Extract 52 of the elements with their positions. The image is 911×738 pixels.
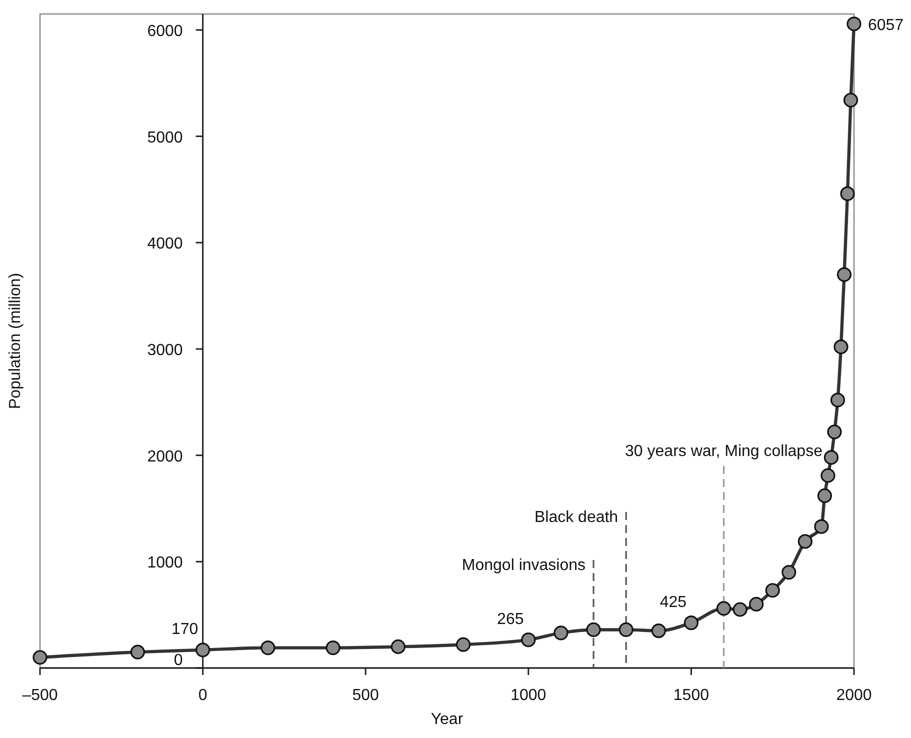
ref-line-label: Black death: [534, 509, 618, 526]
ref-line-label: Mongol invasions: [462, 557, 586, 574]
data-label: 265: [497, 610, 524, 628]
point: [521, 632, 536, 648]
point: [326, 640, 340, 656]
point: [836, 267, 852, 282]
x-axis-title: Year: [430, 711, 464, 728]
point: [260, 640, 276, 656]
y-tick-label: 1000: [147, 554, 183, 572]
point: [798, 534, 812, 549]
point: [130, 644, 145, 660]
data-label: 425: [660, 594, 687, 611]
y-tick-label: 0: [174, 652, 183, 669]
point: [651, 623, 666, 638]
point: [749, 596, 764, 612]
y-tick-label: 4000: [147, 236, 183, 253]
point: [817, 488, 832, 504]
data-label: 6057: [868, 16, 904, 34]
x-tick-label: 0: [198, 687, 208, 704]
y-tick-label: 5000: [147, 129, 183, 146]
point: [782, 564, 796, 580]
y-axis-title: Population (million): [7, 272, 24, 410]
y-tick-label: 3000: [147, 342, 183, 359]
x-tick-label: 1000: [510, 687, 546, 704]
point: [827, 424, 842, 440]
point: [554, 626, 568, 640]
point: [196, 642, 210, 658]
point: [814, 519, 829, 534]
point: [820, 468, 836, 483]
point: [716, 601, 732, 616]
point: [846, 16, 862, 32]
y-tick-label: 6000: [147, 22, 183, 40]
point: [824, 450, 839, 465]
point: [765, 583, 780, 598]
point: [456, 637, 471, 652]
x-tick-label: 2000: [836, 687, 872, 704]
point: [843, 92, 858, 108]
data-label: 170: [171, 620, 198, 638]
point: [32, 650, 48, 665]
point: [834, 340, 848, 354]
point: [586, 622, 601, 638]
x-tick-label: –500: [22, 687, 58, 704]
x-tick-label: 500: [352, 687, 380, 704]
point: [732, 602, 748, 617]
ref-line-label: 30 years war, Ming collapse: [625, 443, 823, 460]
x-tick-label: 1500: [673, 687, 710, 704]
point: [840, 186, 855, 202]
point: [618, 622, 634, 638]
y-tick-label: 2000: [147, 448, 183, 466]
point: [684, 616, 698, 630]
point: [390, 639, 406, 654]
point: [830, 392, 846, 408]
